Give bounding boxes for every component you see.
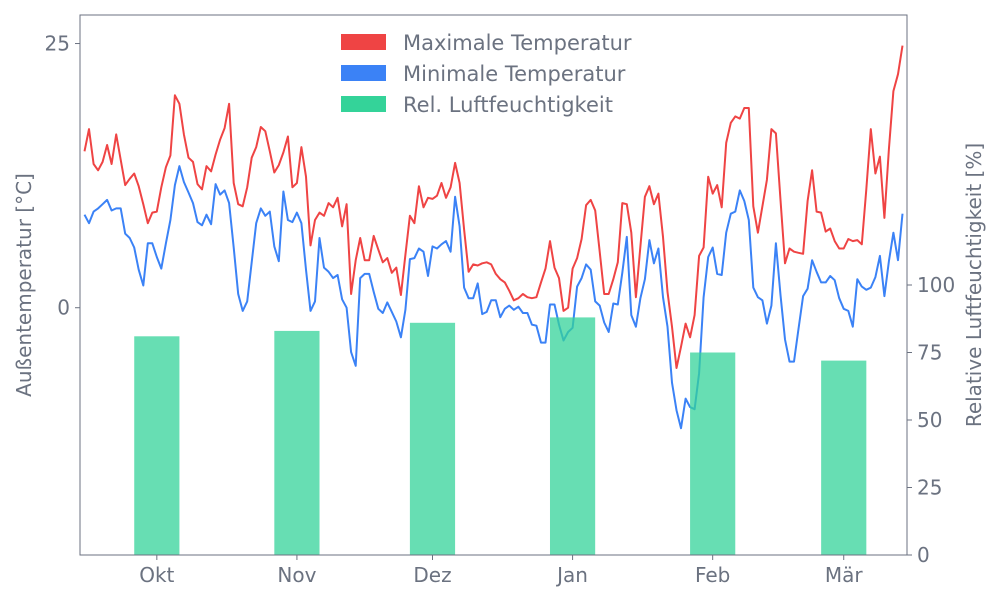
x-tick-label: Okt xyxy=(139,563,174,587)
y-left-tick-label: 0 xyxy=(57,296,70,320)
humidity-bar xyxy=(134,336,180,555)
x-tick-label: Dez xyxy=(413,563,451,587)
x-tick-label: Nov xyxy=(277,563,316,587)
y-right-tick-label: 25 xyxy=(917,476,942,500)
y-right-tick-label: 100 xyxy=(917,273,955,297)
y-right-tick-label: 50 xyxy=(917,408,942,432)
legend-label: Rel. Luftfeuchtigkeit xyxy=(403,93,613,117)
temperature-lines xyxy=(83,45,904,555)
humidity-bar xyxy=(821,360,867,555)
y-axis-left-label: Außentemperatur [°C] xyxy=(12,173,36,397)
x-tick-label: Mär xyxy=(825,563,864,587)
humidity-bar xyxy=(409,322,456,555)
legend-swatch xyxy=(341,65,386,81)
legend-swatch xyxy=(341,34,386,50)
y-right-tick-label: 75 xyxy=(917,341,942,365)
y-axis-right-label: Relative Luftfeuchtigkeit [%] xyxy=(962,143,986,427)
humidity-bar xyxy=(549,317,596,555)
y-right-tick-label: 0 xyxy=(917,543,930,567)
y-left-tick-label: 25 xyxy=(45,32,70,56)
max-temperature-line xyxy=(83,45,904,369)
legend-swatch xyxy=(341,96,386,112)
humidity-bar xyxy=(690,352,736,555)
x-tick-label: Jan xyxy=(555,563,588,587)
min-temperature-line xyxy=(83,165,904,430)
legend-label: Maximale Temperatur xyxy=(403,31,632,55)
legend: Maximale Temperatur Minimale Temperatur Re… xyxy=(341,31,632,117)
x-tick-label: Feb xyxy=(695,563,730,587)
legend-label: Minimale Temperatur xyxy=(403,62,626,86)
humidity-bar xyxy=(274,330,320,555)
axes: 0 25 0 25 50 75 100 Okt Nov Dez Jan Feb Mär xyxy=(45,14,955,587)
